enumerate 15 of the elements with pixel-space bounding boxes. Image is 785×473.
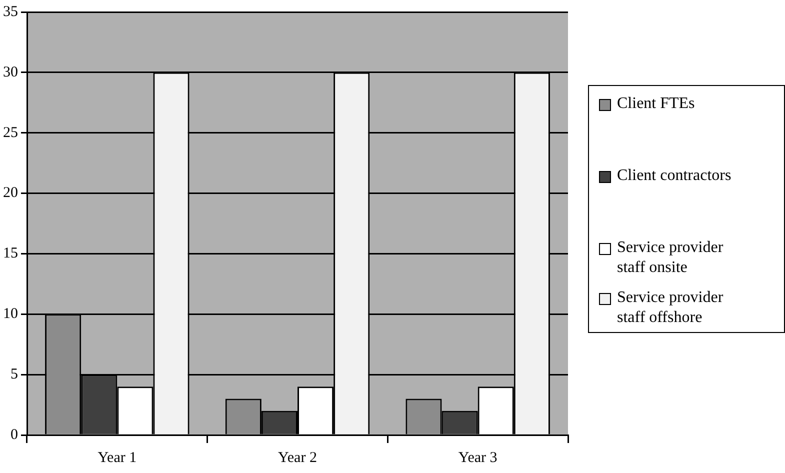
y-tick-label: 25 [3,124,18,141]
legend-label: Service provider staff offshore [617,288,724,328]
y-tick-label: 0 [10,426,18,443]
x-tick-label: Year 3 [458,450,498,466]
y-tick-label: 20 [3,185,18,202]
legend-label: Service provider staff onsite [617,238,724,278]
y-tick-label: 30 [3,64,18,80]
y-tick-label: 35 [3,4,18,20]
x-tick-label: Year 1 [98,450,137,466]
y-tick-label: 10 [3,306,18,322]
x-tick-label: Year 2 [278,450,317,466]
y-tick-label: 15 [3,246,18,262]
legend-label: Client contractors [617,166,732,186]
y-tick-label: 5 [10,366,18,383]
legend-label: Client FTEs [617,94,696,114]
